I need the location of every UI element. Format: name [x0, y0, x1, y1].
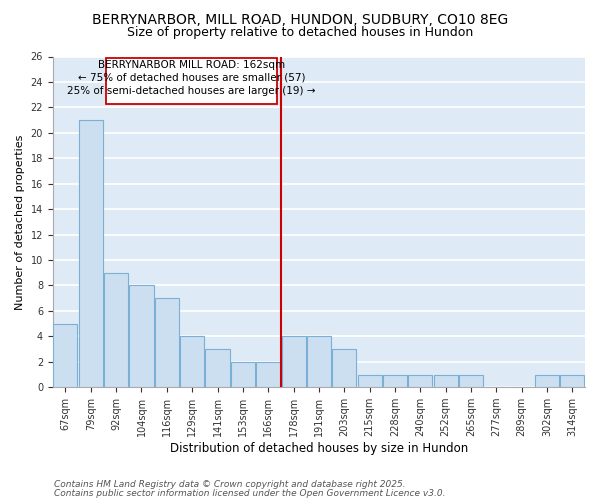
Bar [535, 374, 559, 387]
Text: Contains HM Land Registry data © Crown copyright and database right 2025.: Contains HM Land Registry data © Crown c… [54, 480, 406, 489]
X-axis label: Distribution of detached houses by size in Hundon: Distribution of detached houses by size … [170, 442, 468, 455]
Bar [155, 298, 179, 387]
Y-axis label: Number of detached properties: Number of detached properties [15, 134, 25, 310]
Bar [560, 374, 584, 387]
Bar [332, 349, 356, 387]
Text: ← 75% of detached houses are smaller (57): ← 75% of detached houses are smaller (57… [78, 73, 305, 83]
FancyBboxPatch shape [106, 58, 277, 104]
Bar [358, 374, 382, 387]
Bar [281, 336, 305, 387]
Bar [434, 374, 458, 387]
Bar [79, 120, 103, 387]
Text: BERRYNARBOR, MILL ROAD, HUNDON, SUDBURY, CO10 8EG: BERRYNARBOR, MILL ROAD, HUNDON, SUDBURY,… [92, 12, 508, 26]
Text: BERRYNARBOR MILL ROAD: 162sqm: BERRYNARBOR MILL ROAD: 162sqm [98, 60, 285, 70]
Bar [205, 349, 230, 387]
Bar [256, 362, 280, 387]
Text: 25% of semi-detached houses are larger (19) →: 25% of semi-detached houses are larger (… [67, 86, 316, 96]
Bar [307, 336, 331, 387]
Text: Contains public sector information licensed under the Open Government Licence v3: Contains public sector information licen… [54, 488, 445, 498]
Text: Size of property relative to detached houses in Hundon: Size of property relative to detached ho… [127, 26, 473, 39]
Bar [53, 324, 77, 387]
Bar [104, 272, 128, 387]
Bar [130, 286, 154, 387]
Bar [459, 374, 483, 387]
Bar [231, 362, 255, 387]
Bar [180, 336, 204, 387]
Bar [408, 374, 433, 387]
Bar [383, 374, 407, 387]
